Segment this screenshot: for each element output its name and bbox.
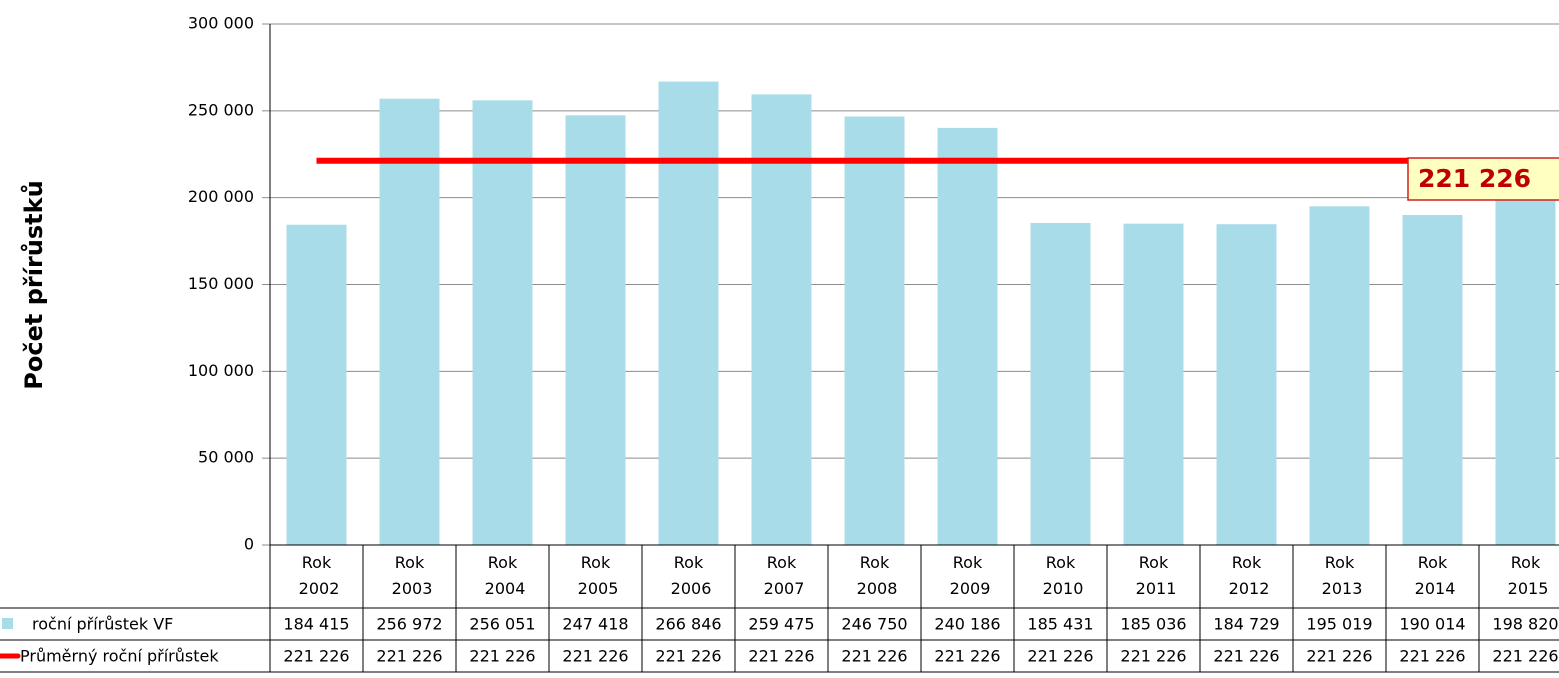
table-value: 190 014 <box>1399 615 1465 634</box>
x-tick-label: Rok 2014 <box>1410 553 1456 598</box>
bar <box>1216 224 1277 545</box>
bar <box>751 94 812 545</box>
x-tick-label: Rok 2012 <box>1224 553 1270 598</box>
table-value: 221 226 <box>748 647 814 666</box>
annotation-box <box>1407 157 1559 201</box>
y-tick-label: 0 <box>244 535 254 554</box>
table-value: 221 226 <box>376 647 442 666</box>
table-value: 221 226 <box>1213 647 1279 666</box>
table-value: 198 820 <box>1492 615 1558 634</box>
table-value: 185 036 <box>1120 615 1186 634</box>
table-value: 256 972 <box>376 615 442 634</box>
x-tick-label: Rok 2005 <box>573 553 619 598</box>
x-tick-label: Rok 2003 <box>387 553 433 598</box>
bar <box>379 98 440 546</box>
y-tick-label: 100 000 <box>188 361 254 380</box>
table-value: 240 186 <box>934 615 1000 634</box>
table-value: 221 226 <box>1120 647 1186 666</box>
x-tick-label: Rok 2007 <box>759 553 805 598</box>
legend-label: Průměrný roční přírůstek <box>20 647 219 666</box>
x-tick-label: Rok 2009 <box>945 553 991 598</box>
table-value: 221 226 <box>1027 647 1093 666</box>
bar <box>937 127 998 545</box>
y-axis-label: Počet přírůstků <box>20 180 48 389</box>
table-value: 247 418 <box>562 615 628 634</box>
table-value: 185 431 <box>1027 615 1093 634</box>
bar <box>565 115 626 545</box>
x-tick-label: Rok 2011 <box>1131 553 1177 598</box>
table-value: 221 226 <box>1306 647 1372 666</box>
legend-key <box>2 618 13 629</box>
bar <box>472 100 533 545</box>
table-value: 221 226 <box>1492 647 1558 666</box>
table-value: 221 226 <box>655 647 721 666</box>
bar <box>844 116 905 545</box>
table-value: 256 051 <box>469 615 535 634</box>
x-tick-label: Rok 2004 <box>480 553 526 598</box>
bar <box>286 224 347 546</box>
x-tick-label: Rok 2010 <box>1038 553 1084 598</box>
y-tick-label: 200 000 <box>188 187 254 206</box>
table-value: 184 729 <box>1213 615 1279 634</box>
y-tick-label: 250 000 <box>188 100 254 119</box>
table-value: 221 226 <box>1399 647 1465 666</box>
x-tick-label: Rok 2015 <box>1503 553 1549 598</box>
bar <box>1030 222 1091 545</box>
table-value: 266 846 <box>655 615 721 634</box>
y-tick-label: 150 000 <box>188 274 254 293</box>
bar <box>658 81 719 545</box>
y-tick-label: 300 000 <box>188 14 254 33</box>
table-value: 195 019 <box>1306 615 1372 634</box>
x-tick-label: Rok 2006 <box>666 553 712 598</box>
table-value: 221 226 <box>283 647 349 666</box>
table-value: 221 226 <box>469 647 535 666</box>
bar <box>1495 199 1556 545</box>
annotation: 221 226 <box>1418 164 1531 193</box>
table-value: 246 750 <box>841 615 907 634</box>
y-tick-label: 50 000 <box>198 448 254 467</box>
table-value: 221 226 <box>934 647 1000 666</box>
legend-label: roční přírůstek VF <box>32 615 173 634</box>
table-value: 184 415 <box>283 615 349 634</box>
table-value: 221 226 <box>562 647 628 666</box>
x-tick-label: Rok 2002 <box>294 553 340 598</box>
bar <box>1309 206 1370 545</box>
x-tick-label: Rok 2013 <box>1317 553 1363 598</box>
bar <box>1123 223 1184 545</box>
x-tick-label: Rok 2008 <box>852 553 898 598</box>
bar <box>1402 215 1463 545</box>
table-value: 221 226 <box>841 647 907 666</box>
table-value: 259 475 <box>748 615 814 634</box>
